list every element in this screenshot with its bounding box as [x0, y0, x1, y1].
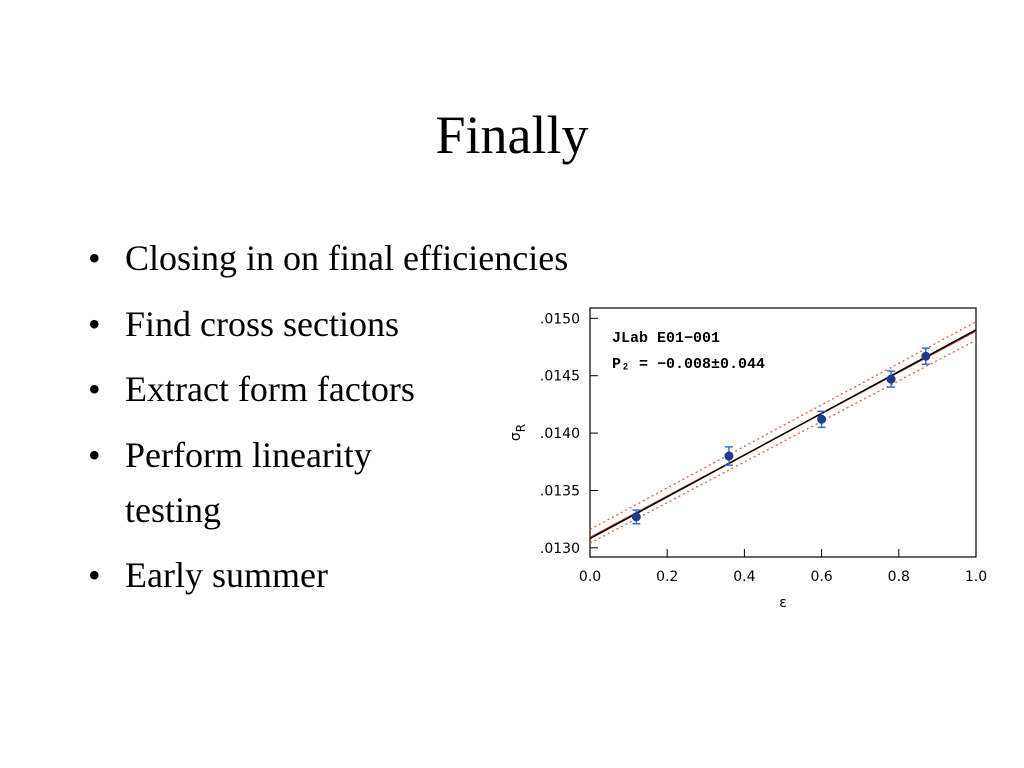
fit-line [589, 329, 977, 540]
y-tick-label: .0145 [540, 369, 580, 385]
bullet-text: testing [125, 490, 221, 530]
data-point [724, 451, 734, 461]
data-point [921, 351, 931, 361]
bullet-text: Find cross sections [125, 304, 399, 344]
bullet-dot: • [88, 238, 101, 278]
bullet-text: Closing in on final efficiencies [125, 238, 568, 278]
x-tick-label: 0.6 [810, 569, 832, 585]
bullet-text: Early summer [125, 555, 328, 595]
bullet-text: Extract form factors [125, 369, 415, 409]
fit-line [589, 321, 977, 531]
x-tick-label: 1.0 [965, 569, 987, 585]
x-axis-label: ε [779, 595, 787, 611]
bullet-text: Perform linearity [125, 435, 372, 475]
data-point [817, 414, 827, 424]
annotation: P₂ = −0.008±0.044 [612, 356, 765, 373]
x-tick-label: 0.2 [656, 569, 678, 585]
plot-frame [589, 307, 977, 558]
bullet-dot: • [88, 369, 101, 409]
annotation: JLab E01−001 [612, 330, 720, 347]
y-tick-label: .0135 [540, 483, 580, 499]
y-tick-label: .0130 [540, 541, 580, 557]
data-point [886, 374, 896, 384]
bullet-dot: • [88, 304, 101, 344]
bullet-dot: • [88, 555, 101, 595]
x-tick-label: 0.4 [733, 569, 755, 585]
data-point [631, 512, 641, 522]
y-axis-symbol: σ [508, 432, 524, 441]
x-tick-label: 0.0 [579, 569, 601, 585]
y-axis-label: σR [508, 424, 528, 441]
y-axis-subscript: R [514, 424, 528, 432]
x-tick-label: 0.8 [888, 569, 910, 585]
y-tick-label: .0150 [540, 311, 580, 327]
bullet-dot: • [88, 435, 101, 475]
slide-title: Finally [435, 105, 588, 165]
y-tick-label: .0140 [540, 426, 580, 442]
